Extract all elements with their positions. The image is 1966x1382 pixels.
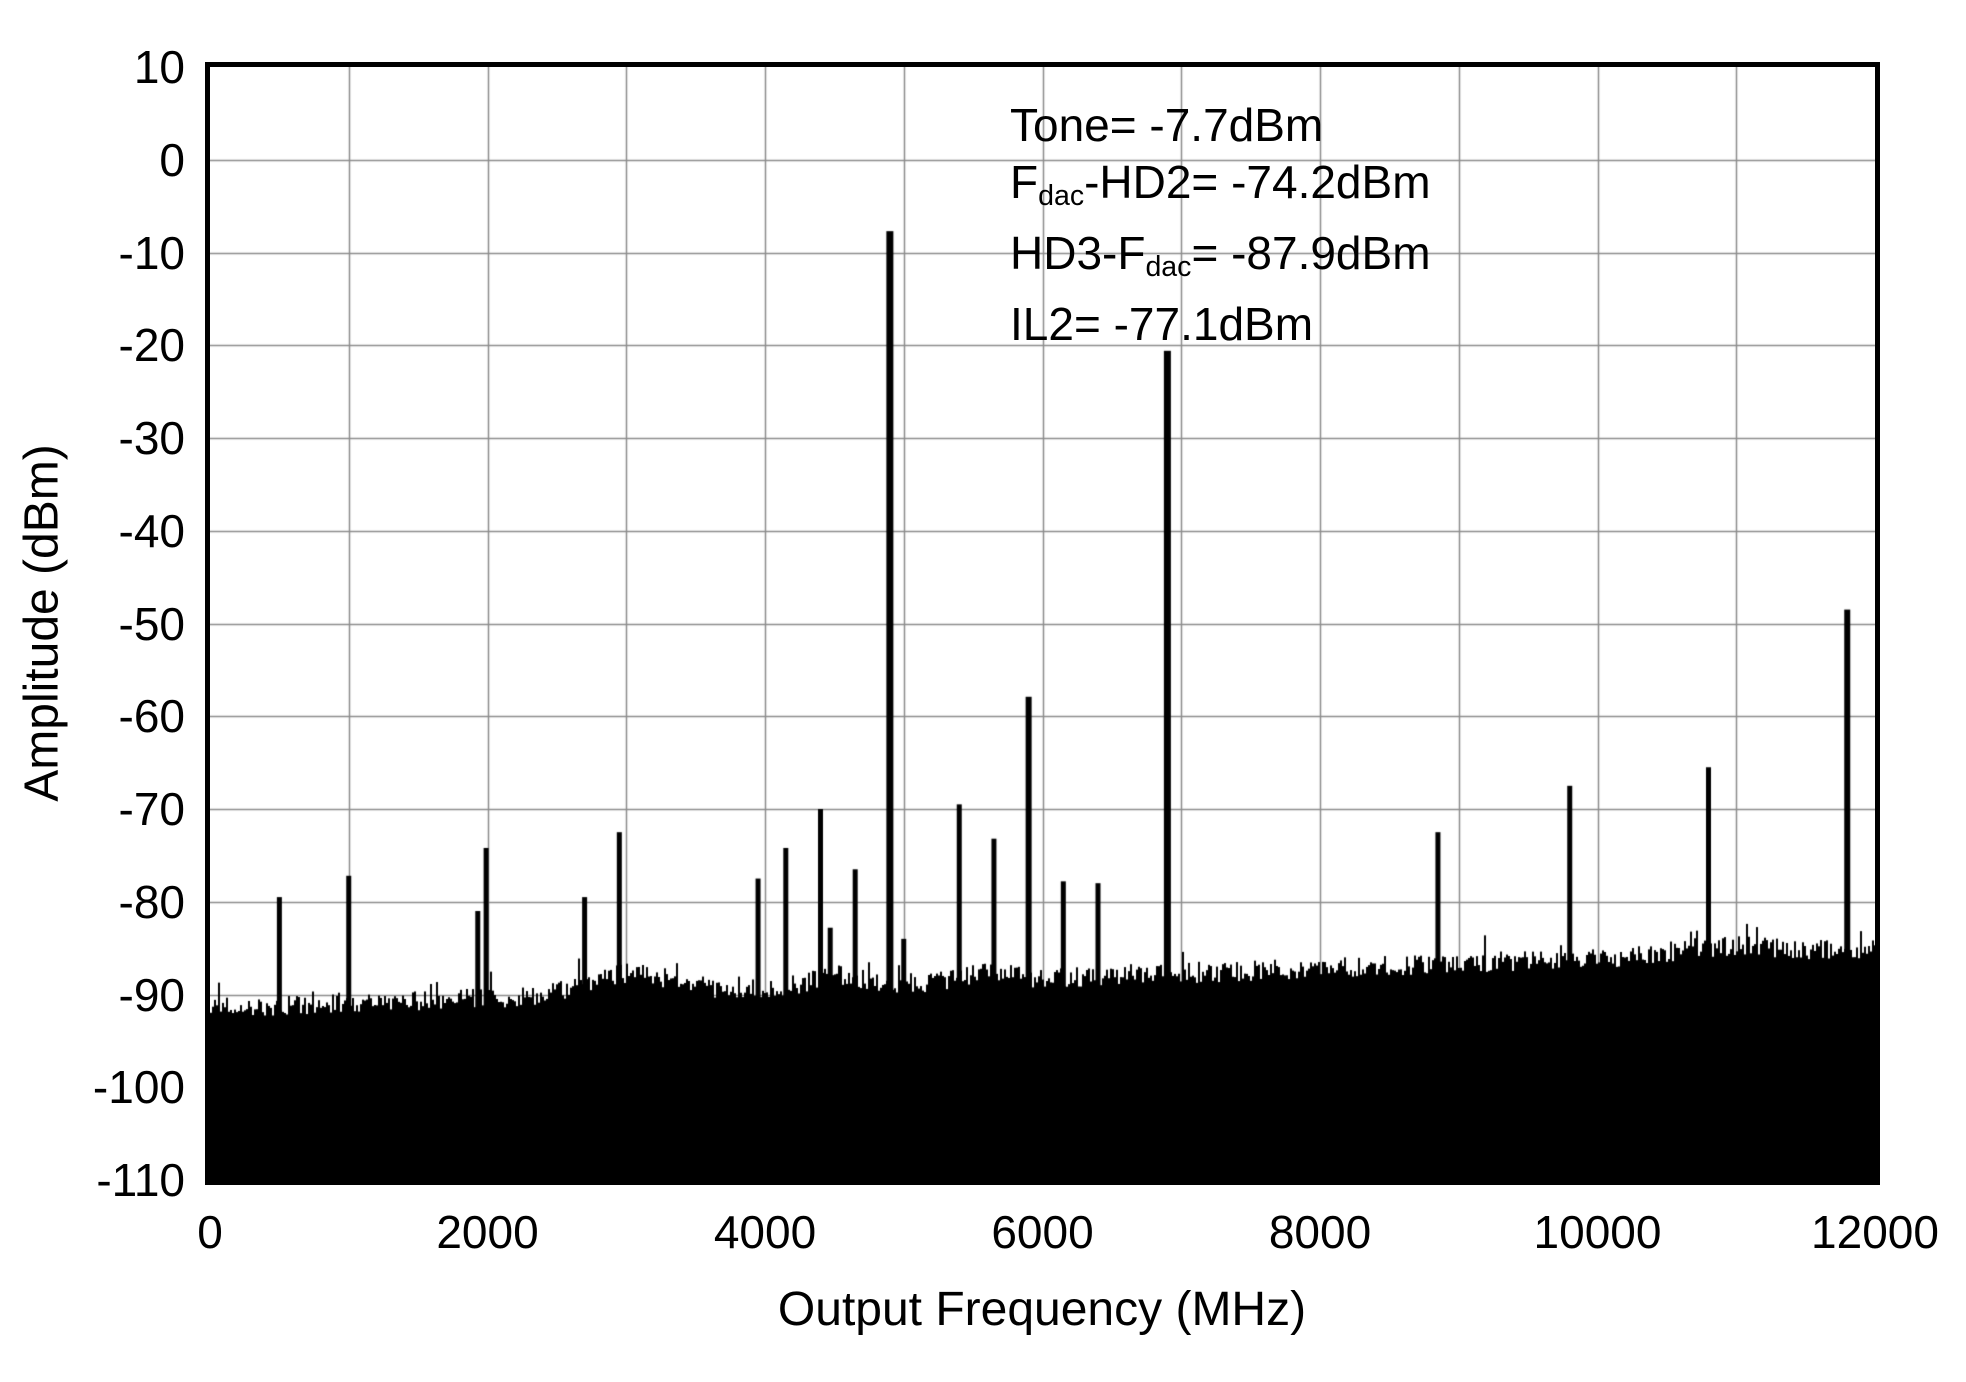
y-tick-label: -100 [92, 1061, 185, 1114]
x-tick-label: 0 [197, 1206, 223, 1258]
annotation-line: IL2= -77.1dBm [1010, 298, 1314, 351]
y-tick-label: -20 [118, 319, 185, 372]
x-tick-label: 2000 [436, 1206, 539, 1258]
y-tick-label: -70 [118, 783, 185, 835]
y-tick-label: -60 [118, 690, 185, 743]
y-tick-label: -50 [118, 597, 185, 650]
x-tick-label: 6000 [991, 1206, 1094, 1258]
y-tick-label: -10 [118, 226, 185, 279]
x-tick-label: 12000 [1811, 1206, 1939, 1258]
annotation-box: Tone= -7.7dBm Fdac-HD2= -74.2dBm HD3-Fdac=… [1010, 97, 1431, 353]
y-tick-label: -30 [118, 412, 185, 464]
spectrum-canvas [210, 67, 1875, 1180]
x-axis-label: Output Frequency (MHz) [777, 1283, 1307, 1336]
y-tick-label: 10 [133, 41, 185, 93]
annotation-line: HD3-Fdac= -87.9dBm [1010, 227, 1431, 284]
y-tick-label: -40 [118, 504, 185, 557]
y-tick-label: -90 [118, 968, 185, 1021]
annotation-line: Tone= -7.7dBm [1010, 99, 1324, 151]
x-tick-label: 10000 [1533, 1206, 1662, 1258]
annotation-line: Fdac-HD2= -74.2dBm [1010, 156, 1431, 213]
plot-area: Tone= -7.7dBm Fdac-HD2= -74.2dBm HD3-Fdac=… [205, 62, 1880, 1185]
y-tick-label: 0 [159, 133, 185, 186]
x-tick-label: 4000 [713, 1206, 817, 1258]
y-tick-label: -80 [118, 875, 185, 928]
x-tick-label: 8000 [1268, 1206, 1372, 1258]
y-tick-label: -110 [96, 1154, 185, 1206]
